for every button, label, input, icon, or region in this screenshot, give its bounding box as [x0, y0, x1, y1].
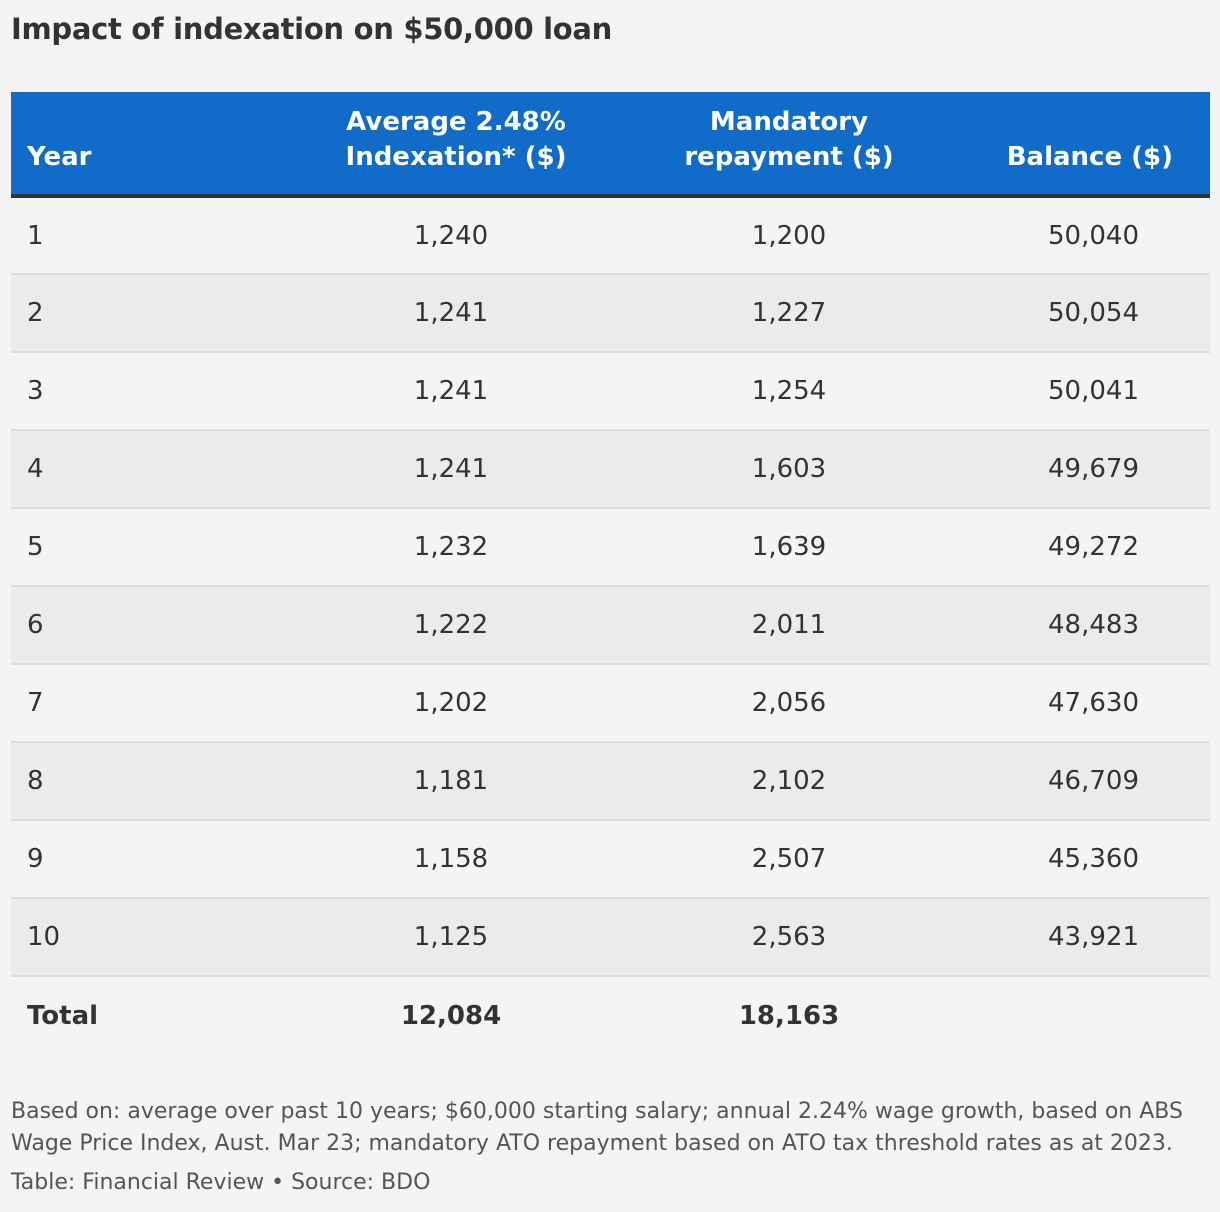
cell-year: 1	[27, 220, 44, 251]
cell-year: 5	[27, 532, 44, 562]
chart-title: Impact of indexation on $50,000 loan	[11, 12, 613, 46]
header-repayment: Mandatory repayment ($)	[641, 92, 937, 198]
cell-repayment: 1,254	[751, 376, 827, 406]
header-indexation-line2: Indexation* ($)	[345, 142, 567, 172]
cell-balance: 50,041	[1048, 376, 1139, 406]
table-row: 8 1,181 2,102 46,709	[11, 742, 1210, 820]
total-row: Total 12,084 18,163	[11, 976, 1210, 1054]
total-indexation: 12,084	[400, 1000, 502, 1031]
cell-repayment: 2,011	[751, 610, 827, 640]
cell-indexation: 1,241	[413, 298, 489, 328]
table-row: 3 1,241 1,254 50,041	[11, 352, 1210, 430]
cell-repayment: 2,102	[751, 766, 827, 796]
header-repayment-line2: repayment ($)	[684, 142, 894, 172]
cell-indexation: 1,222	[413, 610, 489, 640]
cell-balance: 49,679	[1048, 454, 1139, 484]
cell-balance: 50,040	[1048, 220, 1139, 251]
cell-balance: 45,360	[1048, 844, 1139, 874]
footnote: Based on: average over past 10 years; $6…	[11, 1099, 1183, 1156]
table-row: 2 1,241 1,227 50,054	[11, 274, 1210, 352]
cell-repayment: 2,507	[751, 844, 827, 874]
cell-repayment: 1,603	[751, 454, 827, 484]
cell-year: 10	[27, 922, 61, 952]
table-row: 4 1,241 1,603 49,679	[11, 430, 1210, 508]
cell-balance: 48,483	[1048, 610, 1139, 640]
cell-indexation: 1,125	[413, 922, 489, 952]
data-table-wrapper: Year Average 2.48% Indexation* ($) Manda…	[11, 92, 1210, 1054]
cell-year: 2	[27, 298, 44, 328]
header-repayment-line1: Mandatory	[709, 107, 869, 137]
cell-repayment: 2,056	[751, 688, 827, 718]
cell-year: 3	[27, 376, 44, 406]
cell-year: 4	[27, 454, 44, 484]
cell-indexation: 1,232	[413, 532, 489, 562]
table-header: Year Average 2.48% Indexation* ($) Manda…	[11, 92, 1210, 198]
cell-year: 9	[27, 844, 44, 874]
cell-year: 7	[27, 688, 44, 718]
cell-repayment: 1,227	[751, 298, 827, 328]
cell-repayment: 1,639	[751, 532, 827, 562]
cell-indexation: 1,241	[413, 376, 489, 406]
table-row: 5 1,232 1,639 49,272	[11, 508, 1210, 586]
source-credit: Table: Financial Review • Source: BDO	[11, 1170, 431, 1195]
cell-indexation: 1,240	[413, 220, 489, 251]
cell-indexation: 1,241	[413, 454, 489, 484]
cell-balance: 49,272	[1048, 532, 1139, 562]
cell-indexation: 1,202	[413, 688, 489, 718]
cell-repayment: 1,200	[751, 220, 827, 251]
table-body: 1 1,240 1,200 50,040 2 1,241 1,227 50,05…	[11, 196, 1210, 1054]
table-row: 9 1,158 2,507 45,360	[11, 820, 1210, 898]
header-balance: Balance ($)	[937, 92, 1210, 198]
cell-indexation: 1,158	[413, 844, 489, 874]
table-row: 6 1,222 2,011 48,483	[11, 586, 1210, 664]
cell-indexation: 1,181	[413, 766, 489, 796]
cell-balance: 43,921	[1048, 922, 1139, 952]
cell-repayment: 2,563	[751, 922, 827, 952]
header-year: Year	[11, 92, 231, 198]
cell-year: 8	[27, 766, 44, 796]
cell-year: 6	[27, 610, 44, 640]
total-balance	[937, 976, 1210, 1054]
table-row: 1 1,240 1,200 50,040	[11, 196, 1210, 274]
table-row: 10 1,125 2,563 43,921	[11, 898, 1210, 976]
header-row: Year Average 2.48% Indexation* ($) Manda…	[11, 92, 1210, 198]
cell-balance: 46,709	[1048, 766, 1139, 796]
cell-balance: 50,054	[1048, 298, 1139, 328]
cell-balance: 47,630	[1048, 688, 1139, 718]
header-indexation-line1: Average 2.48%	[346, 107, 566, 137]
table-row: 7 1,202 2,056 47,630	[11, 664, 1210, 742]
data-table: Year Average 2.48% Indexation* ($) Manda…	[11, 92, 1210, 1054]
total-repayment: 18,163	[738, 1000, 840, 1031]
header-indexation: Average 2.48% Indexation* ($)	[231, 92, 641, 198]
total-label: Total	[27, 1000, 99, 1031]
